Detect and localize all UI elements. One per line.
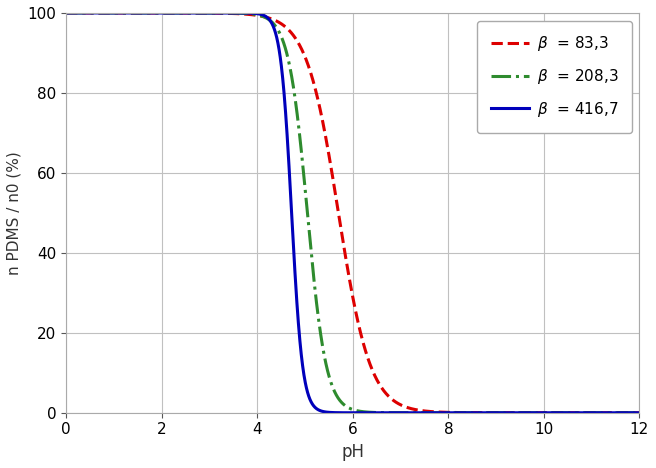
$\beta$  = 83,3 <box>562 410 570 416</box>
$\beta$  = 83,3 <box>127 10 135 16</box>
$\beta$  = 83,3 <box>636 410 644 416</box>
Line: $\beta$  = 416,7: $\beta$ = 416,7 <box>66 13 640 413</box>
$\beta$  = 208,3 <box>636 410 644 416</box>
$\beta$  = 208,3 <box>625 410 632 416</box>
$\beta$  = 208,3 <box>127 10 135 16</box>
$\beta$  = 208,3 <box>161 10 169 16</box>
$\beta$  = 416,7 <box>161 10 169 16</box>
$\beta$  = 208,3 <box>307 246 315 252</box>
Y-axis label: n PDMS / n0 (%): n PDMS / n0 (%) <box>7 151 22 275</box>
Line: $\beta$  = 83,3: $\beta$ = 83,3 <box>66 13 640 413</box>
Legend: $\beta$  = 83,3, $\beta$  = 208,3, $\beta$  = 416,7: $\beta$ = 83,3, $\beta$ = 208,3, $\beta$… <box>477 21 632 132</box>
$\beta$  = 83,3 <box>62 10 70 16</box>
$\beta$  = 83,3 <box>282 24 290 30</box>
$\beta$  = 416,7 <box>307 398 315 404</box>
$\beta$  = 208,3 <box>282 48 290 53</box>
$\beta$  = 416,7 <box>62 10 70 16</box>
$\beta$  = 208,3 <box>562 410 570 416</box>
$\beta$  = 83,3 <box>161 10 169 16</box>
$\beta$  = 83,3 <box>625 410 632 416</box>
$\beta$  = 416,7 <box>562 410 570 416</box>
$\beta$  = 416,7 <box>636 410 644 416</box>
X-axis label: pH: pH <box>341 443 364 461</box>
$\beta$  = 83,3 <box>307 70 315 76</box>
$\beta$  = 208,3 <box>62 10 70 16</box>
Line: $\beta$  = 208,3: $\beta$ = 208,3 <box>66 13 640 413</box>
$\beta$  = 416,7 <box>625 410 632 416</box>
$\beta$  = 416,7 <box>127 10 135 16</box>
$\beta$  = 416,7 <box>282 115 290 120</box>
